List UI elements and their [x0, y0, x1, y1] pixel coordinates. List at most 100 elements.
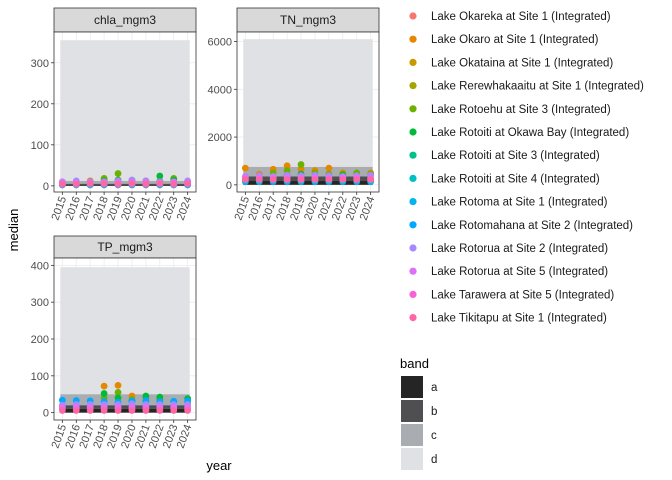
band-legend-item: d — [401, 448, 437, 470]
data-point — [58, 396, 66, 404]
data-point — [156, 407, 164, 414]
data-point — [72, 407, 80, 414]
y-tick-label: 2000 — [208, 132, 232, 144]
legend-item: Lake Rerewhakaaitu at Site 1 (Integrated… — [409, 81, 644, 93]
band-legend-swatch — [401, 376, 423, 398]
band-a — [60, 408, 190, 413]
data-point — [58, 407, 66, 414]
y-tick-label: 200 — [31, 99, 49, 111]
band-b — [243, 176, 373, 182]
panel-border — [53, 31, 197, 193]
legend-key — [409, 244, 417, 252]
band-legend-label: a — [431, 382, 438, 394]
legend-label: Lake Rotoiti at Site 4 (Integrated) — [431, 173, 600, 185]
data-point — [353, 176, 361, 183]
legend-key — [409, 35, 417, 43]
band-a — [243, 181, 373, 185]
legend-label: Lake Okaro at Site 1 (Integrated) — [431, 34, 599, 46]
legend-label: Lake Rotoehu at Site 3 (Integrated) — [431, 104, 611, 116]
facet-strip-label: chla_mgm3 — [94, 13, 156, 27]
legend-label: Lake Rotoma at Site 1 (Integrated) — [431, 197, 608, 209]
series-legend: Lake Okareka at Site 1 (Integrated) Lake … — [409, 11, 644, 325]
legend-item: Lake Rotoiti at Okawa Bay (Integrated) — [409, 127, 629, 139]
data-point — [100, 382, 108, 390]
legend-label: Lake Rerewhakaaitu at Site 1 (Integrated… — [431, 81, 644, 93]
legend-item: Lake Tikitapu at Site 1 (Integrated) — [409, 313, 607, 325]
facet-strip — [53, 7, 197, 33]
facet-strip — [236, 7, 380, 33]
data-point — [142, 180, 150, 188]
y-tick-label: 6000 — [208, 37, 232, 49]
legend-item: Lake Tarawera at Site 5 (Integrated) — [409, 289, 614, 301]
legend-label: Lake Rotorua at Site 5 (Integrated) — [431, 266, 608, 278]
legend-item: Lake Okaro at Site 1 (Integrated) — [409, 34, 599, 46]
data-point — [184, 407, 192, 414]
data-point — [114, 407, 122, 414]
data-point — [325, 176, 333, 183]
legend-key — [409, 58, 417, 66]
legend-item: Lake Okareka at Site 1 (Integrated) — [409, 11, 611, 23]
legend-label: Lake Tikitapu at Site 1 (Integrated) — [431, 313, 607, 325]
band-legend-swatch — [401, 400, 423, 422]
band-b — [60, 405, 190, 409]
band-d — [60, 267, 190, 395]
band-b — [60, 183, 190, 186]
data-point — [297, 165, 305, 173]
y-tick-label: 0 — [43, 181, 49, 193]
band-legend-item: c — [401, 424, 437, 446]
data-point — [100, 407, 108, 414]
facet-panel-TP_mgm3: TP_mgm3010020030040020152016201720182019… — [31, 235, 197, 450]
data-point — [114, 388, 122, 396]
y-tick-label: 300 — [31, 58, 49, 70]
data-point — [339, 176, 347, 183]
data-point — [255, 176, 263, 183]
band-c — [60, 180, 190, 184]
legend-key — [409, 221, 417, 229]
legend-key — [409, 290, 417, 298]
data-point — [114, 381, 122, 389]
band-a — [60, 185, 190, 186]
legend-label: Lake Rotoiti at Okawa Bay (Integrated) — [431, 127, 629, 139]
legend-item: Lake Rotoehu at Site 3 (Integrated) — [409, 104, 611, 116]
band-d — [60, 40, 190, 181]
band-legend-label: b — [431, 406, 437, 418]
data-point — [100, 180, 108, 188]
band-d — [243, 39, 373, 167]
data-point — [241, 164, 249, 172]
facet-panel-TN_mgm3: TN_mgm3020004000600020152016201720182019… — [208, 7, 380, 222]
data-point — [311, 176, 319, 183]
data-point — [325, 164, 333, 172]
y-axis-title: median — [6, 209, 21, 252]
band-legend-label: d — [431, 454, 437, 466]
y-tick-label: 100 — [31, 140, 49, 152]
facet-strip-label: TN_mgm3 — [280, 13, 336, 27]
data-point — [170, 407, 178, 414]
data-point — [58, 180, 66, 188]
y-tick-label: 400 — [31, 260, 49, 272]
facet-strip-label: TP_mgm3 — [97, 240, 153, 254]
legend-label: Lake Rotorua at Site 2 (Integrated) — [431, 243, 608, 255]
data-point — [367, 176, 375, 183]
band-legend-label: c — [431, 430, 437, 442]
band-c — [243, 166, 373, 177]
legend-item: Lake Rotoma at Site 1 (Integrated) — [409, 197, 608, 209]
legend-label: Lake Rotoiti at Site 3 (Integrated) — [431, 150, 600, 162]
band-c — [60, 394, 190, 406]
legend-key — [409, 151, 417, 159]
y-tick-label: 200 — [31, 334, 49, 346]
data-point — [128, 407, 136, 414]
band-legend-item: b — [401, 400, 437, 422]
data-point — [170, 180, 178, 188]
data-point — [283, 176, 291, 183]
band-legend-swatch — [401, 424, 423, 446]
data-point — [297, 176, 305, 183]
legend-item: Lake Rotorua at Site 5 (Integrated) — [409, 266, 608, 278]
legend-item: Lake Okataina at Site 1 (Integrated) — [409, 57, 613, 69]
data-point — [283, 162, 291, 170]
legend-label: Lake Okataina at Site 1 (Integrated) — [431, 57, 613, 69]
band-legend-item: a — [401, 376, 438, 398]
legend-key — [409, 128, 417, 136]
data-point — [114, 170, 122, 177]
data-point — [142, 407, 150, 414]
